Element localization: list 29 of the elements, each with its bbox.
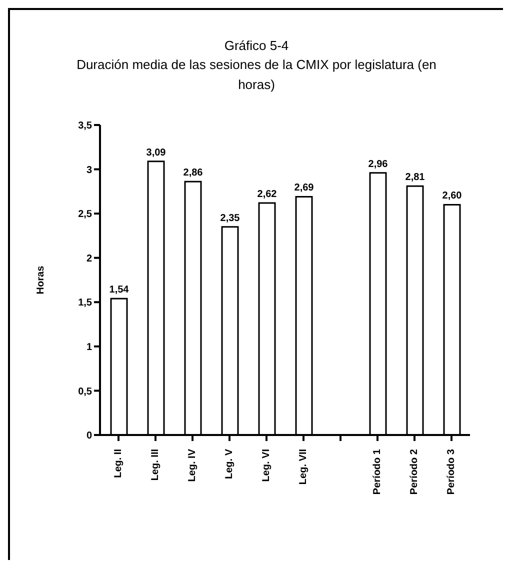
y-tick-label: 0 (86, 430, 92, 442)
chart-subtitle: Duración media de las sesiones de la CMIX por legislatura (en horas) (76, 56, 436, 94)
data-label: 2,69 (294, 182, 314, 194)
y-axis-title: Horas (36, 265, 47, 294)
data-label: 3,09 (146, 147, 166, 158)
x-tick-label: Período 2 (409, 448, 420, 495)
y-tick-label: 1 (86, 342, 92, 353)
x-tick-label: Leg. VII (298, 448, 310, 485)
data-label: 2,35 (220, 212, 240, 224)
x-tick-label: Leg. VI (261, 448, 272, 482)
x-tick-label: Período 1 (372, 448, 384, 495)
x-tick-label: Leg. II (113, 448, 124, 478)
y-tick-label: 3 (86, 164, 92, 176)
y-tick-label: 2 (86, 253, 92, 264)
data-label: 2,81 (405, 172, 426, 184)
data-label: 2,62 (257, 188, 278, 200)
y-tick-label: 1,5 (78, 298, 92, 309)
x-tick-label: Leg. III (150, 448, 162, 481)
y-tick-label: 2,5 (78, 209, 92, 220)
y-tick-label: 3,5 (78, 120, 92, 132)
data-label: 2,96 (368, 158, 388, 170)
y-tick-label: 0,5 (78, 386, 92, 398)
chart-title: Gráfico 5-4 (223, 38, 290, 53)
x-tick-label: Leg. V (224, 448, 236, 480)
x-tick-label: Período 3 (446, 448, 458, 495)
data-label: 1,54 (109, 284, 130, 296)
data-label: 2,86 (183, 168, 204, 179)
data-label: 2,60 (442, 190, 462, 202)
x-tick-label: Leg. IV (187, 448, 198, 482)
